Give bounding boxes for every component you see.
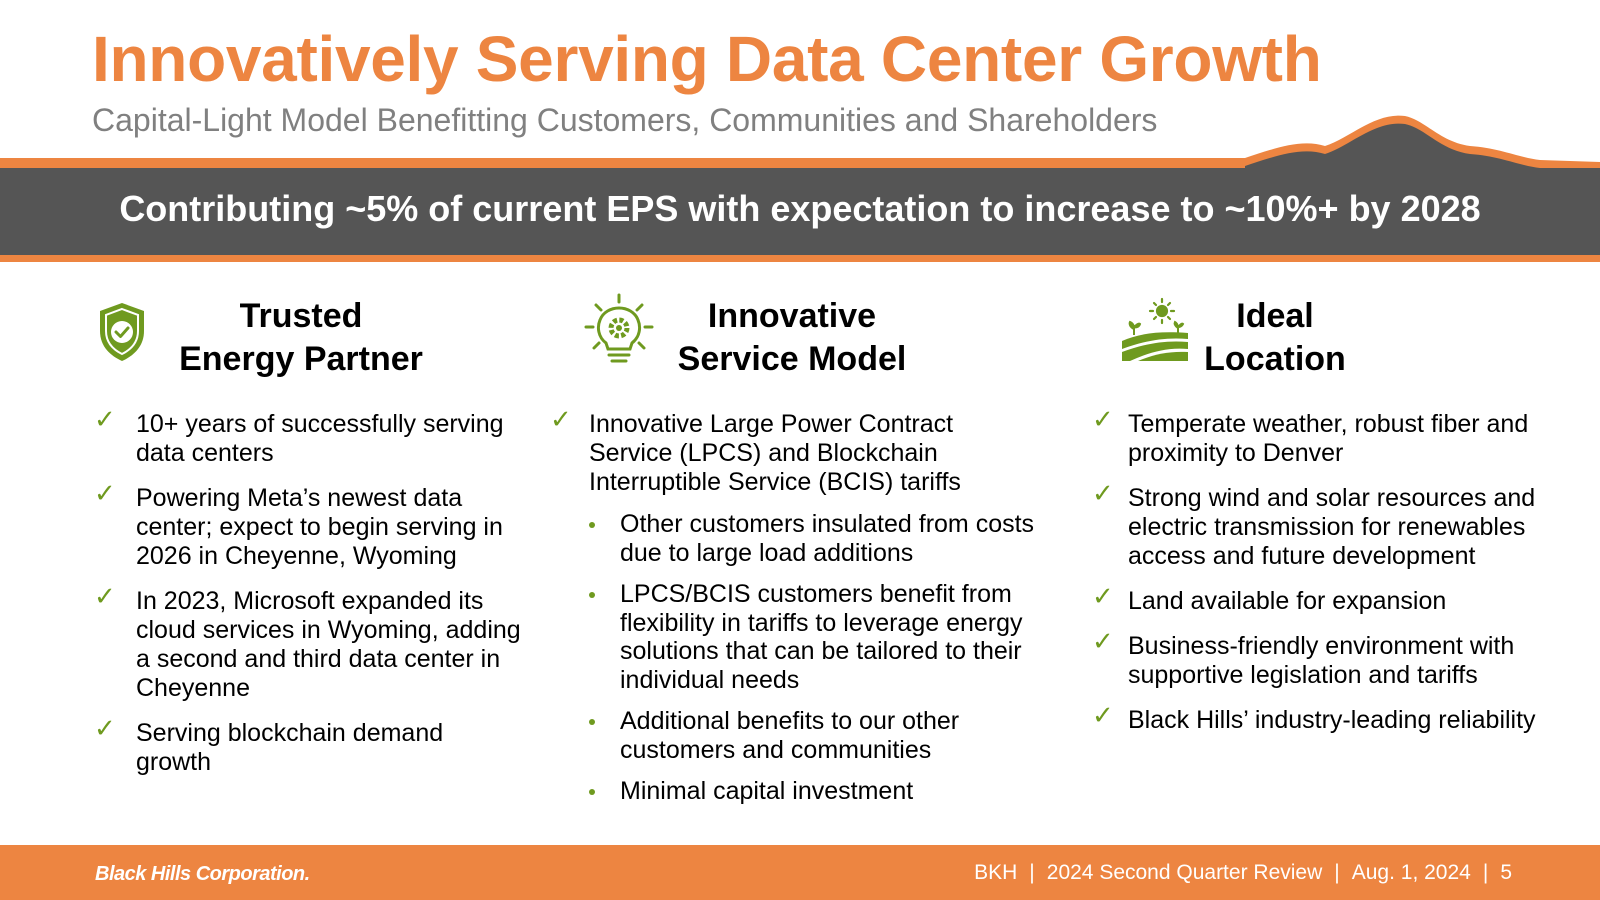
bullet-list: ✓ Innovative Large Power Contract Service… [548,406,1038,822]
page-subtitle: Capital-Light Model Benefitting Customer… [92,102,1158,138]
footer-info: BKH | 2024 Second Quarter Review | Aug. 1, 2… [974,861,1512,885]
footer-separator: | [1029,861,1035,884]
banner-headline: Contributing ~5% of current EPS with exp… [119,188,1481,229]
farmland-sun-icon [1120,297,1190,370]
gray-band [0,168,1600,255]
list-item: ✓ Temperate weather, robust fiber and pro… [1092,405,1529,468]
list-item: ✓ 10+ years of successfully serving data … [94,405,504,468]
bullet-dot [589,592,595,598]
bullet-dot [589,789,595,795]
column-header: Ideal Location [1090,285,1570,385]
footer-report: 2024 Second Quarter Review [1046,861,1323,884]
column-ideal-location: Ideal Location ✓ Temperate weather, robus… [1090,285,1570,734]
list-item: ✓ Serving blockchain demand growth [94,714,444,777]
shield-check-icon [96,301,148,368]
footer-date: Aug. 1, 2024 [1351,861,1471,884]
column-innovative-service-model: Innovative Service Model ✓ Innovative Lar… [548,285,1038,805]
column-title: Trusted Energy Partner [179,297,423,378]
list-item: ✓ Powering Meta’s newest data center; exp… [94,479,503,571]
column-header: Trusted Energy Partner [92,285,522,385]
footer-separator: | [1334,861,1340,884]
lightbulb-gear-icon [584,293,654,374]
footer-ticker: BKH [974,861,1018,884]
company-logo: Black Hills Corporation. [95,863,310,885]
list-item: ✓ Strong wind and solar resources and ele… [1092,479,1536,571]
column-title: Innovative Service Model [677,297,907,378]
sub-bullet-list: Other customers insulated from costs due… [589,510,1038,806]
sub-list-item: LPCS/BCIS customers benefit from flexibi… [589,580,1038,694]
sub-list-item: Minimal capital investment [589,777,1038,806]
sub-list-item: Additional benefits to our other custome… [589,707,1038,764]
checkmark-icon: ✓ [1092,405,1114,435]
checkmark-icon: ✓ [94,479,116,509]
column-header: Innovative Service Model [548,285,1038,385]
checkmark-icon: ✓ [1092,701,1114,731]
checkmark-icon: ✓ [1092,582,1114,612]
checkmark-icon: ✓ [94,405,116,435]
header-band-graphic [0,115,1600,262]
footer-separator: | [1482,861,1489,884]
checkmark-icon: ✓ [550,405,572,435]
page-number: 5 [1500,861,1512,884]
checkmark-icon: ✓ [1092,479,1114,509]
list-item: ✓ Black Hills’ industry-leading reliabili… [1092,701,1536,735]
checkmark-icon: ✓ [1092,627,1114,657]
list-item: ✓ In 2023, Microsoft expanded its cloud s… [94,582,521,703]
footer-bar: Black Hills Corporation. BKH | 2024 Second… [0,845,1600,900]
bullet-dot [589,719,595,725]
bullet-list: ✓ 10+ years of successfully serving data … [92,405,522,793]
list-item: ✓ Land available for expansion [1092,582,1447,616]
bullet-dot [589,522,595,528]
sub-list-item: Other customers insulated from costs due… [589,510,1038,567]
column-trusted-energy-partner: Trusted Energy Partner ✓ 10+ years of suc… [92,285,522,776]
checkmark-icon: ✓ [94,582,116,612]
list-item: ✓ Business-friendly environment with supp… [1092,627,1515,690]
bullet-list: ✓ Temperate weather, robust fiber and pro… [1090,405,1570,751]
list-item: ✓ Innovative Large Power Contract Service… [548,406,1038,806]
orange-strip [0,255,1600,262]
checkmark-icon: ✓ [94,714,116,744]
page-title: Innovatively Serving Data Center Growth [92,23,1322,95]
column-title: Ideal Location [1204,297,1346,378]
